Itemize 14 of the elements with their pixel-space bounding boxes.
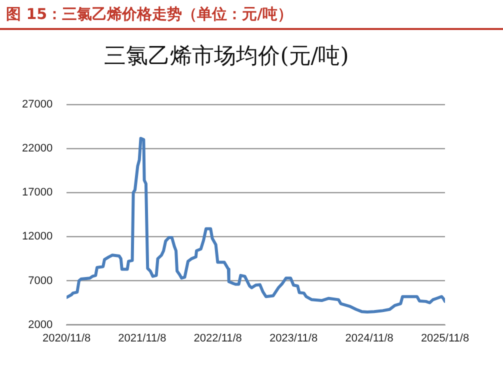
y-tick-label: 7000 [28, 274, 53, 287]
x-tick-label: 2021/11/8 [118, 332, 166, 344]
chart-subtitle: 三氯乙烯市场均价(元/吨) [104, 44, 349, 69]
x-tick-label: 2022/11/8 [194, 332, 242, 344]
y-tick-label: 27000 [22, 98, 53, 110]
x-tick-label: 2020/11/8 [42, 332, 91, 344]
y-tick-label: 17000 [22, 186, 53, 199]
x-tick-label: 2025/11/8 [420, 332, 470, 344]
y-tick-label: 12000 [22, 230, 53, 243]
y-tick-label: 2000 [28, 318, 53, 331]
x-tick-label: 2024/11/8 [345, 332, 394, 344]
x-tick-label: 2023/11/8 [269, 332, 318, 344]
y-tick-label: 22000 [22, 142, 53, 155]
chart-title: 图 15：三氯乙烯价格走势（单位：元/吨） [6, 5, 293, 24]
